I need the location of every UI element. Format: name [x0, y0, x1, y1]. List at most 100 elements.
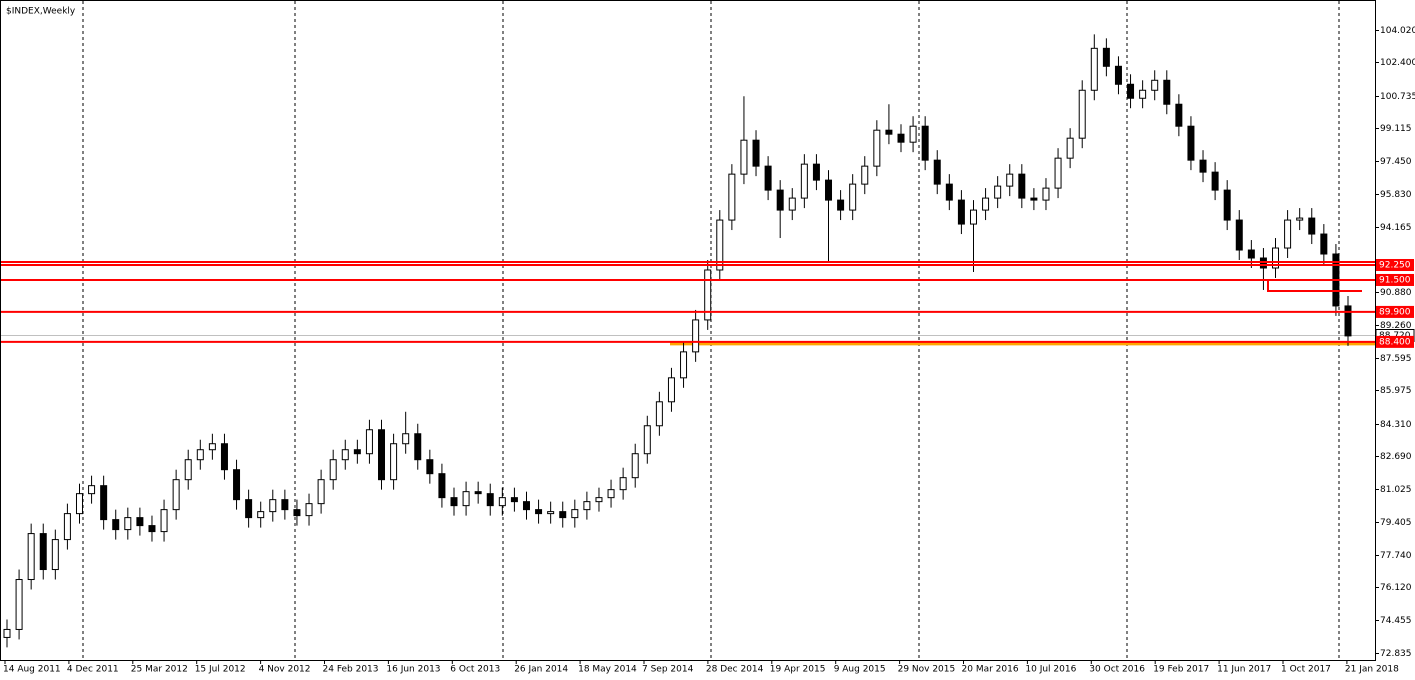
x-tick-label: 6 Oct 2013 — [450, 665, 500, 675]
candle-body — [317, 479, 325, 505]
x-tick-label: 9 Aug 2015 — [834, 665, 886, 675]
y-tick-label: 82.690 — [1380, 452, 1412, 462]
candle-body — [148, 525, 156, 533]
candle-body — [1175, 103, 1183, 127]
candle-body — [233, 469, 241, 501]
level-label-box — [1376, 335, 1414, 348]
x-tick-label: 7 Sep 2014 — [642, 665, 694, 675]
y-tick-label: 85.975 — [1380, 386, 1412, 396]
candle-body — [462, 491, 470, 507]
x-tick-label: 10 Jul 2016 — [1025, 665, 1076, 675]
candle-body — [329, 459, 337, 481]
range-marker — [1267, 279, 1362, 292]
candle-body — [245, 499, 253, 519]
level-label-box — [1376, 273, 1414, 286]
x-tick-label: 1 Oct 2017 — [1281, 665, 1331, 675]
y-tick-label: 72.835 — [1380, 649, 1412, 659]
candle-body — [825, 179, 833, 201]
candle-body — [124, 517, 132, 531]
x-tick-label: 16 Jun 2013 — [386, 665, 440, 675]
candle-body — [1127, 83, 1135, 99]
candle-body — [1211, 171, 1219, 191]
candle-body — [172, 479, 180, 511]
candle-body — [1139, 89, 1147, 99]
candle-body — [982, 197, 990, 211]
candle-body — [15, 579, 23, 630]
candle-body — [740, 139, 748, 175]
candle-body — [184, 459, 192, 481]
candle-body — [257, 511, 265, 519]
candle-body — [27, 533, 35, 581]
candle-body — [402, 433, 410, 445]
x-tick-label: 29 Nov 2015 — [898, 665, 956, 675]
x-tick-label: 4 Nov 2012 — [259, 665, 311, 675]
candle-body — [728, 173, 736, 221]
candle-body — [1042, 187, 1050, 201]
candle-body — [559, 511, 567, 519]
candle-body — [281, 499, 289, 511]
y-tick-label: 90.880 — [1380, 288, 1412, 298]
candle-body — [1018, 173, 1026, 199]
candle-body — [474, 491, 482, 495]
y-tick-label: 81.025 — [1380, 485, 1412, 495]
candle-body — [667, 377, 675, 403]
candle-body — [873, 129, 881, 167]
candle-body — [716, 219, 724, 271]
candle-body — [776, 189, 784, 211]
x-tick-label: 25 Mar 2012 — [131, 665, 188, 675]
y-tick-label: 74.455 — [1380, 616, 1412, 626]
candle-body — [1066, 137, 1074, 159]
candle-body — [88, 485, 96, 495]
candle-body — [969, 209, 977, 225]
candle-body — [571, 509, 579, 519]
candle-body — [933, 159, 941, 185]
candle-body — [39, 533, 47, 571]
candle-body — [655, 401, 663, 427]
y-tick-label: 94.165 — [1380, 223, 1412, 233]
candle-body — [414, 433, 422, 461]
x-tick-label: 19 Feb 2017 — [1153, 665, 1209, 675]
x-tick-label: 11 Jun 2017 — [1217, 665, 1271, 675]
candle-body — [112, 519, 120, 531]
candle-body — [365, 429, 373, 455]
candle-body — [535, 509, 543, 515]
x-tick-label: 26 Jan 2014 — [514, 665, 568, 675]
candle-body — [897, 133, 905, 143]
y-tick-label: 77.740 — [1380, 551, 1412, 561]
candle-body — [1102, 47, 1110, 67]
candle-body — [100, 485, 108, 521]
candle-body — [438, 473, 446, 499]
period-separators — [82, 1, 1340, 660]
level-label-box — [1376, 258, 1414, 271]
candle-body — [1199, 159, 1207, 173]
candle-body — [378, 429, 386, 481]
candle-body — [1114, 65, 1122, 85]
candle-body — [136, 517, 144, 527]
candle-body — [510, 497, 518, 503]
candle-body — [426, 459, 434, 475]
candle-body — [1090, 47, 1098, 91]
candle-body — [1054, 157, 1062, 189]
candle-body — [293, 509, 301, 517]
candle-body — [800, 163, 808, 199]
candle-body — [680, 351, 688, 379]
candle-body — [208, 443, 216, 451]
candle-body — [353, 449, 361, 455]
y-tick-label: 95.830 — [1380, 190, 1412, 200]
candle-body — [3, 628, 11, 638]
y-tick-label: 89.260 — [1380, 321, 1412, 331]
x-tick-label: 4 Dec 2011 — [67, 665, 119, 675]
candle-body — [631, 453, 639, 479]
candle-body — [160, 509, 168, 533]
x-tick-label: 14 Aug 2011 — [3, 665, 61, 675]
candle-body — [305, 503, 313, 517]
candle-body — [1284, 219, 1292, 249]
candle-body — [1296, 217, 1304, 221]
candle-body — [547, 511, 555, 515]
candle-body — [269, 499, 277, 513]
candle-body — [522, 501, 530, 511]
y-tick-label: 104.020 — [1380, 26, 1415, 36]
level-label: 88.400 — [1379, 337, 1411, 347]
x-tick-label: 30 Oct 2016 — [1089, 665, 1145, 675]
